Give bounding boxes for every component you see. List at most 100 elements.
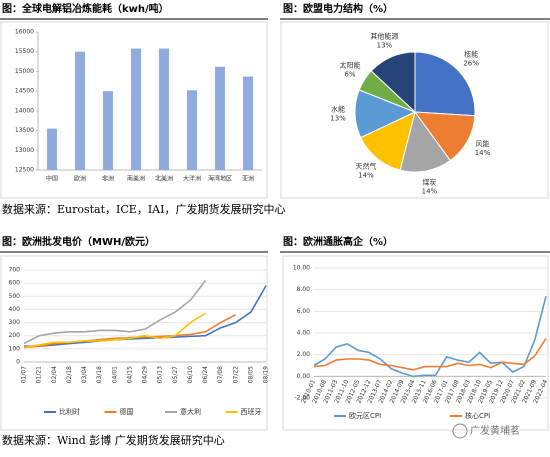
y-tick-label: 400 [9, 306, 21, 313]
y-tick-label: 12500 [15, 167, 34, 174]
slice-label: 核能 [464, 49, 478, 58]
x-tick-label: 欧洲 [74, 175, 86, 183]
bar [242, 76, 254, 170]
bar [130, 48, 142, 171]
pie-slice [414, 51, 476, 117]
x-tick-label: 03/04 [81, 366, 88, 383]
x-tick-label: 01/07 [21, 366, 28, 383]
x-tick-label: 南美洲 [127, 175, 145, 183]
x-tick-label: 非洲 [102, 175, 114, 183]
y-tick-label: 0.00 [297, 373, 311, 380]
x-tick-label: 02/04 [51, 366, 58, 383]
source-note: 数据来源：Wind 彭博 广发期货发展研究中心 [2, 433, 225, 447]
y-tick-label: 6.00 [297, 308, 311, 315]
slice-value: 14% [358, 171, 374, 179]
y-tick-label: 4.00 [297, 330, 311, 337]
chart-title: 图：欧盟电力结构（%） [283, 2, 393, 15]
pie-slice [399, 110, 451, 173]
x-tick-label: 06/10 [187, 366, 194, 383]
x-tick-label: 01/21 [36, 366, 43, 383]
slice-value: 14% [422, 188, 438, 196]
x-tick-label: 大洋洲 [183, 175, 201, 183]
chart-title: 图：欧洲通胀高企（%） [283, 235, 393, 248]
y-tick-label: 14000 [15, 107, 34, 114]
x-tick-label: 亚洲 [242, 176, 254, 183]
legend-label: 西班牙 [241, 407, 262, 416]
slice-label: 风能 [475, 139, 489, 148]
slice-label: 其他能源 [370, 31, 398, 40]
series-line [313, 337, 547, 371]
x-tick-label: 04/15 [126, 366, 133, 383]
pie-slice [370, 51, 416, 114]
x-tick-label: 海湾地区 [208, 175, 232, 183]
y-tick-label: 600 [9, 280, 21, 287]
bar [74, 51, 86, 170]
chart-title: 图：全球电解铝冶炼能耗（kwh/吨） [2, 2, 169, 15]
slice-label: 天然气 [355, 161, 376, 170]
series-line [313, 295, 547, 378]
x-tick-label: 04/01 [111, 366, 118, 383]
y-tick-label: 10.00 [293, 265, 310, 272]
legend-label: 意大利 [180, 407, 201, 416]
bar [158, 48, 170, 171]
watermark: 广发黄埔茗 [470, 424, 520, 437]
panel-frame [0, 255, 268, 431]
chart-title: 图：欧洲批发电价（MWH/欧元） [2, 235, 155, 248]
slice-value: 13% [330, 114, 346, 122]
y-tick-label: 0 [16, 359, 20, 366]
slice-label: 煤炭 [422, 178, 436, 187]
legend-label: 德国 [120, 407, 134, 416]
legend-label: 欧元区CPI [349, 411, 381, 420]
y-tick-label: 15500 [15, 48, 34, 55]
slice-value: 6% [344, 71, 355, 79]
watermark-icon [452, 423, 468, 439]
y-tick-label: 2.00 [297, 351, 311, 358]
x-tick-label: 03/18 [96, 366, 103, 383]
bar [214, 66, 226, 170]
slice-label: 水能 [331, 104, 345, 113]
panel-frame [280, 21, 549, 199]
y-tick-label: 13500 [15, 127, 34, 134]
y-tick-label: 14500 [15, 88, 34, 95]
panel-frame [282, 255, 549, 431]
x-tick-label: 02/18 [66, 366, 73, 383]
y-tick-label: 16000 [15, 29, 34, 36]
series-line [23, 280, 207, 345]
x-tick-label: 07/08 [217, 366, 224, 383]
y-tick-label: 200 [9, 332, 21, 339]
x-tick-label: 05/13 [157, 366, 164, 383]
y-tick-label: 300 [9, 319, 21, 326]
x-tick-label: 07/22 [232, 366, 239, 383]
slice-value: 26% [463, 59, 479, 67]
x-tick-label: 05/27 [172, 366, 179, 383]
y-tick-label: 13000 [15, 147, 34, 154]
bar [102, 91, 114, 170]
x-tick-label: 06/24 [202, 366, 209, 383]
legend-label: 比利时 [59, 407, 80, 416]
y-tick-label: -2.00 [294, 395, 310, 402]
source-note: 数据来源：Eurostat，ICE，IAI，广发期货发展研究中心 [2, 202, 285, 216]
x-tick-label: 04/29 [142, 366, 149, 383]
bar [46, 128, 58, 170]
y-tick-label: 500 [9, 293, 21, 300]
slice-value: 13% [377, 41, 393, 49]
y-tick-label: 100 [9, 345, 21, 352]
x-tick-label: 北美洲 [155, 175, 173, 183]
x-tick-label: 中国 [46, 175, 58, 183]
pie-slice [413, 111, 476, 162]
pie-slice [360, 111, 416, 171]
legend-label: 核心CPI [465, 411, 490, 420]
slice-value: 14% [475, 149, 491, 157]
series-line [24, 285, 267, 348]
y-tick-label: 700 [9, 267, 21, 274]
series-line [23, 312, 206, 349]
panel-frame [0, 21, 268, 199]
slice-label: 太阳能 [339, 61, 360, 70]
y-tick-label: 8.00 [297, 286, 311, 293]
y-tick-label: 15000 [15, 68, 34, 75]
x-tick-label: 08/05 [247, 366, 254, 383]
bar [186, 90, 198, 170]
x-tick-label: 08/19 [263, 366, 270, 383]
